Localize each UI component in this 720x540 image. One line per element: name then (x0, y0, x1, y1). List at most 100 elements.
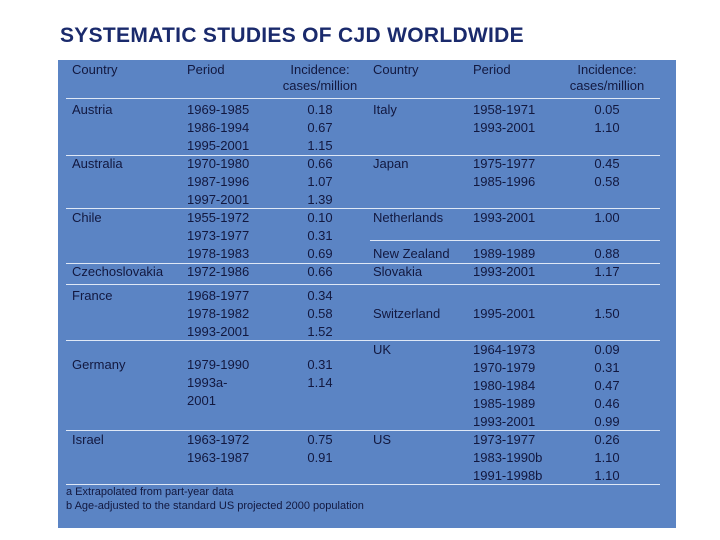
period-cell: 1987-1996 (187, 174, 250, 189)
period-cell: 1995-2001 (187, 138, 250, 153)
period-cell: 2001 (187, 393, 216, 408)
row-rule (66, 208, 660, 209)
period-cell: 1997-2001 (187, 192, 250, 207)
row-rule (66, 340, 660, 341)
incidence-cell: 0.09 (594, 342, 620, 357)
header-cell: Incidence: cases/million (569, 62, 645, 93)
period-cell: 1955-1972 (187, 210, 250, 225)
period-cell: 1986-1994 (187, 120, 250, 135)
incidence-cell: 0.58 (594, 174, 620, 189)
country-cell: New Zealand (373, 246, 450, 261)
period-cell: 1970-1980 (187, 156, 250, 171)
country-cell: Czechoslovakia (72, 264, 164, 279)
period-cell: 1993-2001 (187, 324, 250, 339)
period-cell: 1995-2001 (473, 306, 536, 321)
country-cell: Italy (373, 102, 397, 117)
country-cell: UK (373, 342, 392, 357)
footnote: b Age-adjusted to the standard US projec… (66, 500, 364, 512)
period-cell: 1963-1972 (187, 432, 250, 447)
country-cell: France (72, 288, 113, 303)
period-cell: 1979-1990 (187, 357, 250, 372)
incidence-cell: 0.31 (594, 360, 620, 375)
period-cell: 1968-1977 (187, 288, 250, 303)
period-cell: 1978-1983 (187, 246, 250, 261)
incidence-cell: 0.05 (594, 102, 620, 117)
period-cell: 1993-2001 (473, 120, 536, 135)
period-cell: 1973-1977 (187, 228, 250, 243)
header-cell: Incidence: cases/million (282, 62, 358, 93)
table-panel: Country Period Incidence: cases/million Cou… (58, 60, 676, 528)
incidence-cell: 0.34 (307, 288, 333, 303)
incidence-cell: 1.10 (594, 450, 620, 465)
incidence-cell: 0.69 (307, 246, 333, 261)
incidence-cell: 0.10 (307, 210, 333, 225)
header-cell: Country (72, 62, 118, 77)
incidence-cell: 0.99 (594, 414, 620, 429)
period-cell: 1985-1989 (473, 396, 536, 411)
incidence-cell: 0.26 (594, 432, 620, 447)
incidence-cell: 0.66 (307, 156, 333, 171)
row-rule (66, 430, 660, 431)
period-cell: 1964-1973 (473, 342, 536, 357)
period-cell: 1993-2001 (473, 264, 536, 279)
period-cell: 1978-1982 (187, 306, 250, 321)
incidence-cell: 1.15 (307, 138, 333, 153)
incidence-cell: 1.52 (307, 324, 333, 339)
period-cell: 1958-1971 (473, 102, 536, 117)
period-cell: 1969-1985 (187, 102, 250, 117)
country-cell: Germany (72, 357, 126, 372)
incidence-cell: 0.58 (307, 306, 333, 321)
header-cell: Country (373, 62, 419, 77)
row-rule (66, 155, 660, 156)
period-cell: 1963-1987 (187, 450, 250, 465)
row-rule (66, 484, 660, 485)
incidence-cell: 1.14 (307, 375, 333, 390)
period-cell: 1989-1989 (473, 246, 536, 261)
incidence-cell: 0.46 (594, 396, 620, 411)
period-cell: 1972-1986 (187, 264, 250, 279)
country-cell: Netherlands (373, 210, 444, 225)
incidence-cell: 0.47 (594, 378, 620, 393)
period-cell: 1973-1977 (473, 432, 536, 447)
row-rule (66, 98, 660, 99)
country-cell: Israel (72, 432, 104, 447)
header-cell: Period (187, 62, 225, 77)
incidence-cell: 0.31 (307, 357, 333, 372)
row-rule (66, 284, 660, 285)
incidence-cell: 0.75 (307, 432, 333, 447)
footnote: a Extrapolated from part-year data (66, 486, 234, 498)
period-cell: 1970-1979 (473, 360, 536, 375)
period-cell: 1993a- (187, 375, 228, 390)
incidence-cell: 0.88 (594, 246, 620, 261)
incidence-cell: 1.00 (594, 210, 620, 225)
incidence-cell: 1.10 (594, 120, 620, 135)
country-cell: US (373, 432, 392, 447)
country-cell: Austria (72, 102, 113, 117)
incidence-cell: 1.39 (307, 192, 333, 207)
header-cell: Period (473, 62, 511, 77)
period-cell: 1993-2001 (473, 414, 536, 429)
incidence-cell: 0.91 (307, 450, 333, 465)
period-cell: 1983-1990b (473, 450, 543, 465)
incidence-cell: 1.50 (594, 306, 620, 321)
period-cell: 1991-1998b (473, 468, 543, 483)
country-cell: Chile (72, 210, 102, 225)
incidence-cell: 0.66 (307, 264, 333, 279)
period-cell: 1975-1977 (473, 156, 536, 171)
incidence-cell: 0.67 (307, 120, 333, 135)
incidence-cell: 0.31 (307, 228, 333, 243)
incidence-cell: 1.07 (307, 174, 333, 189)
country-cell: Australia (72, 156, 123, 171)
incidence-cell: 0.18 (307, 102, 333, 117)
period-cell: 1993-2001 (473, 210, 536, 225)
incidence-cell: 1.10 (594, 468, 620, 483)
incidence-cell: 0.45 (594, 156, 620, 171)
country-cell: Japan (373, 156, 409, 171)
country-cell: Slovakia (373, 264, 423, 279)
incidence-cell: 1.17 (594, 264, 620, 279)
row-rule (370, 240, 660, 241)
row-rule (66, 263, 660, 264)
period-cell: 1980-1984 (473, 378, 536, 393)
slide-title: SYSTEMATIC STUDIES OF CJD WORLDWIDE (60, 24, 524, 47)
